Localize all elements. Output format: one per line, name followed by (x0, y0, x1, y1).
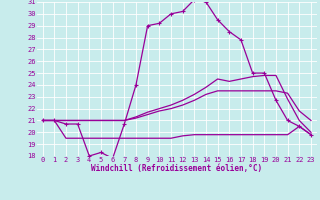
X-axis label: Windchill (Refroidissement éolien,°C): Windchill (Refroidissement éolien,°C) (91, 164, 262, 173)
